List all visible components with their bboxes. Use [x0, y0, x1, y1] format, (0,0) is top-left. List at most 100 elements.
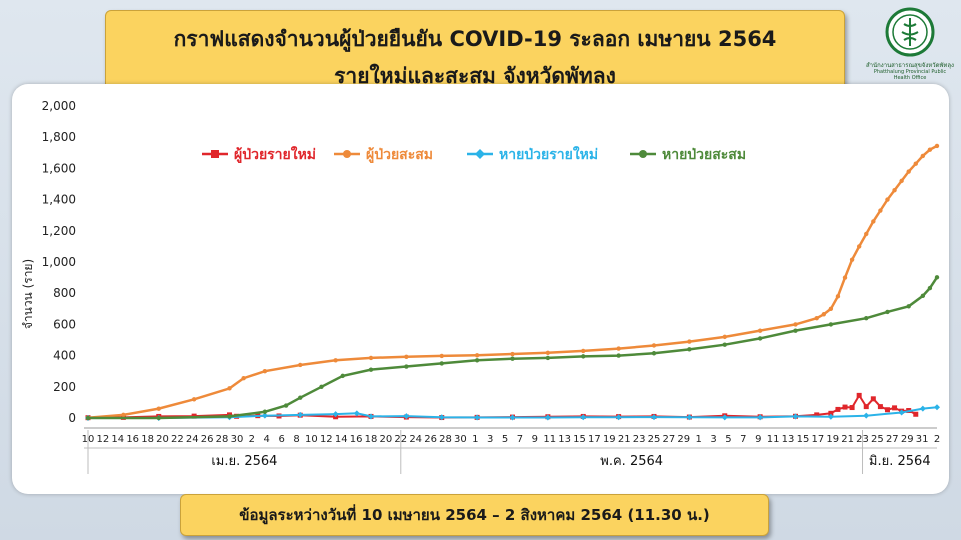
x-tick-label: 26	[424, 434, 437, 445]
legend-label: หายป่วยรายใหม่	[499, 145, 598, 163]
y-axis-label: จำนวน (ราย)	[21, 259, 35, 329]
data-point	[863, 412, 870, 419]
x-tick-label: 13	[558, 434, 571, 445]
data-point	[849, 405, 855, 411]
x-tick-label: 3	[710, 434, 716, 445]
data-point	[892, 188, 897, 193]
data-point	[297, 411, 304, 418]
x-tick-label: 25	[648, 434, 661, 445]
legend-marker	[211, 150, 219, 158]
ministry-logo: สำนักงานสาธารณสุขจังหวัดพัทลุง Phatthalu…	[866, 6, 954, 84]
x-tick-label: 7	[517, 434, 523, 445]
x-tick-label: 2	[249, 434, 255, 445]
data-point	[651, 414, 657, 421]
data-point	[927, 147, 933, 152]
data-point	[510, 356, 515, 361]
x-tick-label: 14	[111, 434, 124, 445]
data-point	[545, 355, 551, 361]
legend-marker	[639, 150, 647, 158]
x-tick-label: 14	[335, 434, 348, 445]
x-tick-label: 18	[141, 434, 154, 445]
data-point	[474, 353, 480, 358]
series-3	[85, 275, 940, 421]
data-point	[156, 406, 161, 411]
data-point	[545, 350, 551, 355]
data-point	[906, 169, 911, 174]
x-tick-label: 25	[871, 434, 884, 445]
data-point	[920, 293, 926, 299]
date-range-text: ข้อมูลระหว่างวันที่ 10 เมษายน 2564 – 2 ส…	[239, 506, 710, 524]
data-point	[404, 354, 409, 360]
ministry-seal-icon	[885, 7, 935, 57]
data-point	[828, 410, 834, 416]
y-tick-label: 800	[53, 286, 76, 300]
data-point	[885, 309, 890, 315]
x-tick-label: 28	[439, 434, 452, 445]
data-point	[353, 410, 360, 417]
series-1	[85, 143, 940, 420]
x-tick-label: 15	[797, 434, 810, 445]
data-point	[856, 392, 862, 398]
x-tick-label: 20	[156, 434, 169, 445]
data-point	[227, 386, 232, 391]
data-point	[828, 322, 834, 327]
data-point	[842, 404, 848, 410]
x-tick-label: 21	[618, 434, 631, 445]
x-tick-label: 12	[97, 434, 110, 445]
y-tick-label: 0	[68, 411, 76, 425]
data-point	[262, 409, 268, 414]
x-tick-label: 17	[588, 434, 601, 445]
series-line	[87, 144, 938, 419]
month-label: พ.ค. 2564	[600, 454, 663, 469]
data-point	[934, 404, 940, 411]
x-tick-label: 21	[841, 434, 854, 445]
data-point	[877, 404, 883, 410]
chart-legend: ผู้ป่วยรายใหม่ ผู้ป่วยสะสม หายป่วยรายใหม่ ห…	[202, 145, 746, 163]
data-point	[849, 257, 855, 262]
data-point	[757, 414, 764, 421]
data-point	[439, 361, 444, 366]
data-point	[827, 413, 834, 420]
data-point	[927, 285, 933, 291]
data-point	[913, 411, 919, 417]
data-point	[757, 336, 763, 341]
x-tick-label: 19	[603, 434, 616, 445]
data-point	[814, 412, 820, 418]
x-tick-label: 23	[633, 434, 646, 445]
data-point	[793, 328, 798, 333]
data-point	[892, 405, 898, 411]
month-label: เม.ย. 2564	[211, 454, 277, 469]
legend-label: ผู้ป่วยสะสม	[366, 147, 433, 163]
x-tick-label: 24	[186, 434, 199, 445]
x-tick-label: 10	[305, 434, 318, 445]
data-point	[241, 376, 246, 381]
y-tick-label: 1,800	[42, 130, 76, 144]
data-point	[870, 396, 876, 402]
data-point	[821, 312, 826, 317]
x-tick-label: 5	[725, 434, 731, 445]
x-tick-label: 20	[380, 434, 393, 445]
x-tick-label: 31	[916, 434, 929, 445]
x-tick-label: 26	[201, 434, 214, 445]
y-tick-label: 600	[53, 317, 76, 331]
x-tick-label: 3	[487, 434, 493, 445]
x-tick-label: 30	[231, 434, 244, 445]
data-point	[404, 364, 409, 369]
data-point	[262, 369, 268, 374]
x-tick-label: 15	[573, 434, 586, 445]
data-point	[835, 406, 841, 412]
chart-title-line1: กราฟแสดงจำนวนผู้ป่วยยืนยัน COVID-19 ระลอ…	[173, 27, 777, 51]
data-point	[913, 161, 918, 166]
data-point	[474, 414, 481, 421]
x-tick-label: 27	[886, 434, 899, 445]
data-point	[919, 405, 926, 412]
x-tick-label: 2	[934, 434, 940, 445]
x-tick-label: 1	[472, 434, 478, 445]
x-tick-label: 30	[454, 434, 467, 445]
data-point	[319, 384, 324, 389]
data-point	[298, 362, 303, 368]
data-point	[368, 413, 374, 420]
data-point	[686, 414, 693, 421]
data-point	[510, 351, 515, 357]
data-point	[757, 328, 763, 333]
